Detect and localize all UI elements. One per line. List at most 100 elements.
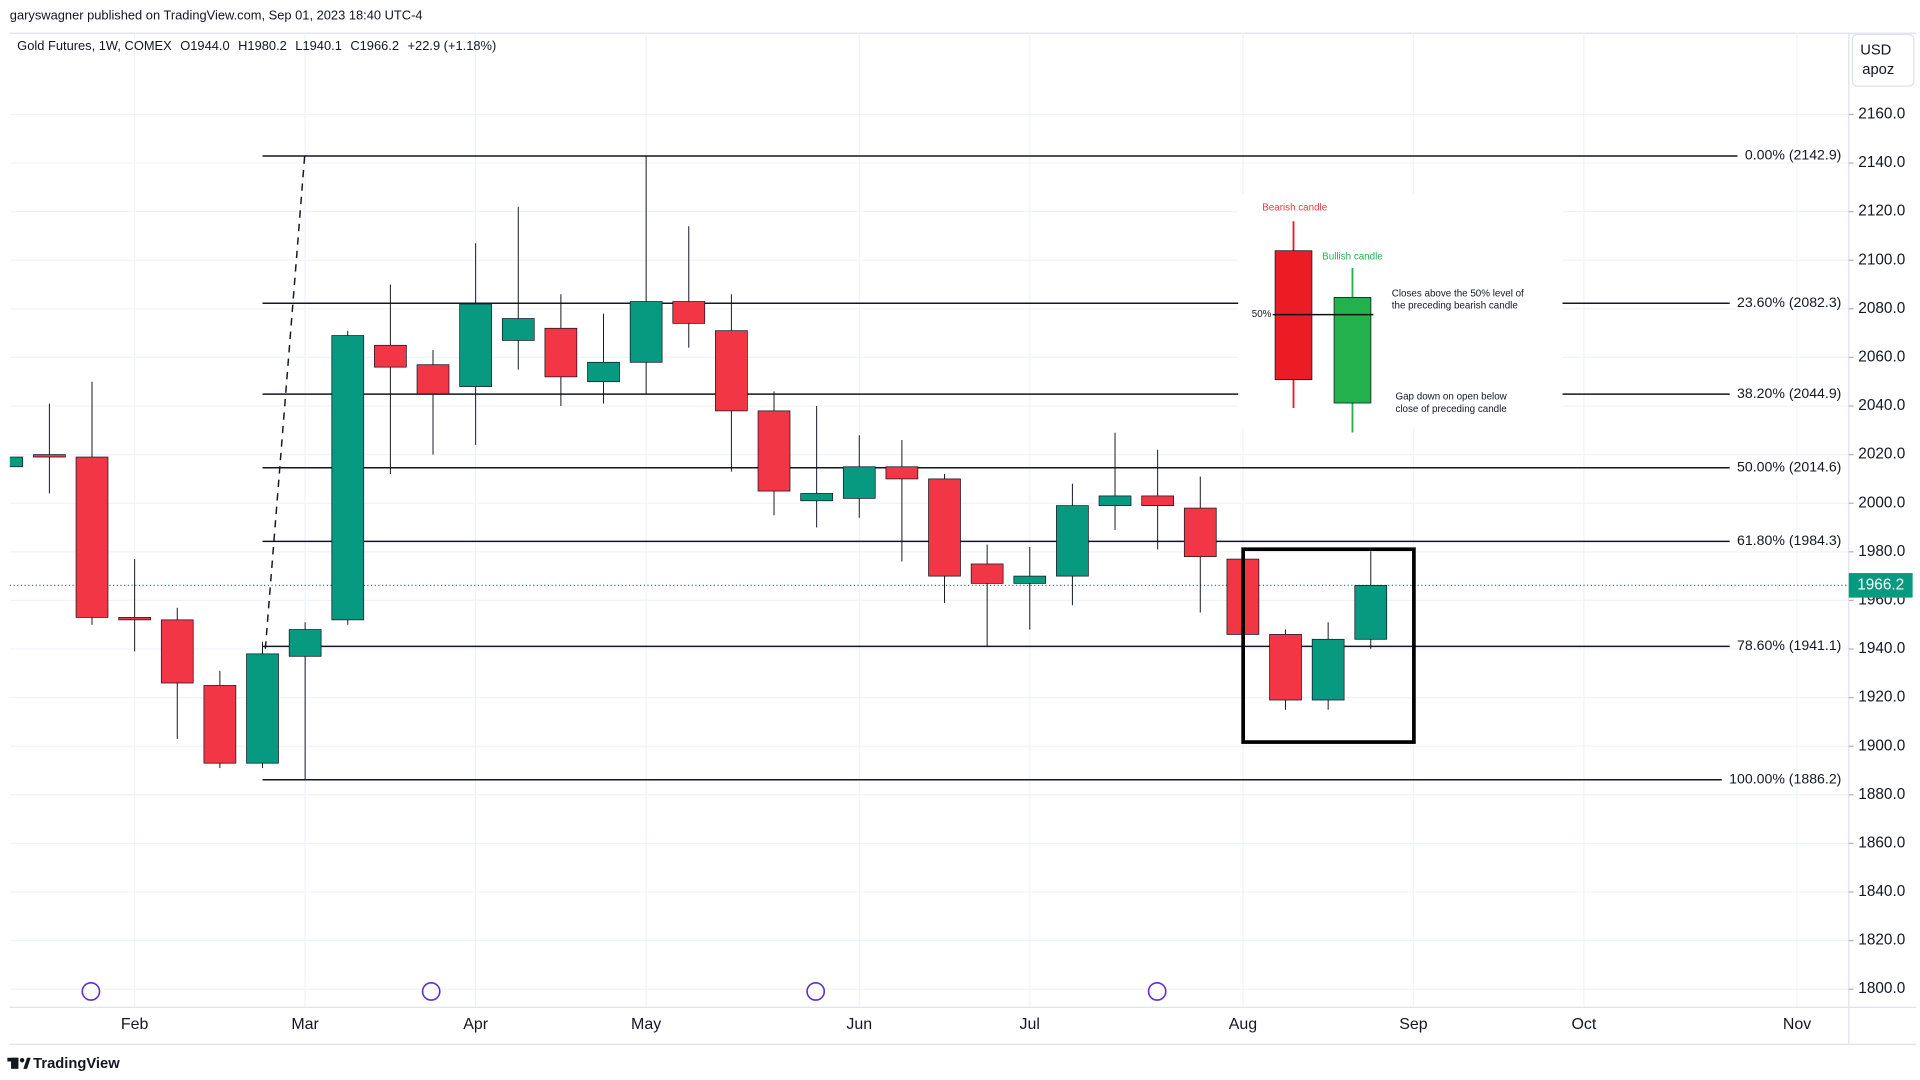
x-tick-label: Oct: [1571, 1016, 1596, 1033]
ohlc: C1966.2: [350, 38, 399, 53]
candle-body: [1098, 495, 1132, 507]
last-price-tag: [1848, 573, 1913, 598]
logo-part: [7, 1057, 19, 1062]
brand-logo: [7, 1057, 31, 1069]
candle-body: [715, 330, 748, 412]
candle-body: [416, 364, 450, 395]
fib-label: 61.80% (1984.3): [1737, 532, 1841, 548]
annotation-mid: 50%: [1252, 309, 1272, 320]
y-tick-label: 2060.0: [1858, 348, 1905, 365]
fib-label: 0.00% (2142.9): [1745, 147, 1841, 163]
highlight-box: [1241, 547, 1416, 744]
ohlc: H1980.2: [238, 38, 287, 53]
candle-body: [544, 327, 578, 378]
y-tick-label: 1980.0: [1858, 543, 1905, 560]
y-tick-label: 1800.0: [1858, 980, 1905, 997]
ohlc: L1940.1: [295, 38, 342, 53]
candle-body: [587, 361, 620, 383]
y-tick-label: 1880.0: [1858, 786, 1905, 803]
fib-label: 23.60% (2082.3): [1737, 294, 1841, 310]
currency-button[interactable]: [1851, 33, 1915, 87]
candle-body: [757, 410, 791, 492]
candle-body: [800, 493, 833, 502]
y-tick-label: 1900.0: [1858, 737, 1905, 754]
y-tick-label: 1940.0: [1858, 640, 1905, 657]
trend-line: [264, 156, 306, 649]
y-tick-label: 2100.0: [1858, 251, 1905, 268]
candle-body: [1183, 507, 1217, 558]
annotation-bullish: Bullish candle: [1322, 251, 1383, 262]
candle-body: [672, 301, 706, 324]
currency: USD: [1860, 42, 1891, 58]
x-tick-label: Jun: [846, 1016, 872, 1033]
y-tick-label: 2020.0: [1858, 446, 1905, 463]
candle-body: [1269, 634, 1302, 701]
candle-body: [459, 303, 492, 387]
x-tick-label: Sep: [1399, 1016, 1428, 1033]
x-tick-label: Aug: [1229, 1016, 1257, 1033]
fib-label: 78.60% (1941.1): [1737, 637, 1841, 653]
x-tick-label: Jul: [1020, 1016, 1040, 1033]
x-tick-label: Apr: [463, 1016, 489, 1033]
y-tick-label: 2080.0: [1858, 300, 1905, 317]
fib-label: 38.20% (2044.9): [1737, 385, 1841, 401]
candle-body: [1056, 505, 1089, 577]
event-icon[interactable]: [421, 982, 441, 1001]
candle-body: [928, 478, 961, 577]
candle-body: [9, 456, 24, 468]
candle-body: [885, 466, 919, 480]
event-icon[interactable]: [806, 982, 826, 1001]
logo-part: [23, 1057, 31, 1069]
candle-body: [75, 456, 109, 618]
annotation-text: the preceding bearish candle: [1392, 301, 1519, 312]
candle-body: [331, 335, 365, 621]
candle-body: [160, 619, 194, 684]
published-note: garyswagner published on TradingView.com…: [10, 7, 423, 22]
ohlc: +22.9 (+1.18%): [408, 38, 497, 53]
y-tick-label: 2160.0: [1858, 106, 1905, 123]
logo-part: [11, 1057, 19, 1069]
candle-body: [1013, 575, 1047, 584]
candle-body: [288, 629, 322, 657]
fib-label: 50.00% (2014.6): [1737, 458, 1841, 474]
x-tick-label: May: [631, 1016, 661, 1033]
candle-body: [203, 685, 237, 764]
candle-body: [33, 454, 66, 458]
y-tick-label: 2040.0: [1858, 397, 1905, 414]
candle-body: [501, 318, 535, 341]
candle-body: [246, 653, 279, 764]
event-icon[interactable]: [1147, 982, 1167, 1001]
x-tick-label: Feb: [121, 1016, 149, 1033]
annotation-text: Closes above the 50% level of: [1392, 288, 1524, 299]
last-price-label: 1966.2: [1857, 576, 1904, 593]
y-tick-label: 1920.0: [1858, 689, 1905, 706]
candle-body: [1311, 638, 1345, 701]
symbol-legend: Gold Futures, 1W, COMEX O1944.0 H1980.2 …: [17, 38, 496, 53]
event-icons: [81, 982, 1167, 1001]
brand: TradingView: [33, 1056, 120, 1072]
sample-bullish-candle: [1333, 297, 1372, 404]
symbol: Gold Futures, 1W, COMEX: [17, 38, 172, 53]
candle-body: [842, 466, 876, 499]
fib-label: 100.00% (1886.2): [1729, 770, 1841, 786]
y-tick-label: 2120.0: [1858, 203, 1905, 220]
annotation-text: close of preceding candle: [1395, 404, 1507, 415]
annotation-bearish: Bearish candle: [1262, 202, 1327, 213]
annotation-panel: Bearish candle Bullish candle 50% Closes…: [1238, 194, 1563, 433]
event-icon[interactable]: [81, 982, 101, 1001]
candle-body: [1141, 495, 1174, 507]
candle-body: [118, 617, 151, 621]
candle-body: [970, 563, 1004, 584]
unit: apoz: [1862, 62, 1894, 78]
candle-body: [1354, 584, 1388, 640]
x-tick-label: Nov: [1783, 1016, 1811, 1033]
logo-part: [19, 1058, 25, 1063]
y-tick-label: 2000.0: [1858, 494, 1905, 511]
candle-body: [374, 344, 407, 368]
x-tick-label: Mar: [291, 1016, 319, 1033]
y-tick-label: 1860.0: [1858, 834, 1905, 851]
candle-body: [629, 301, 663, 363]
annotation-text: Gap down on open below: [1395, 391, 1507, 402]
y-tick-label: 2140.0: [1858, 154, 1905, 171]
